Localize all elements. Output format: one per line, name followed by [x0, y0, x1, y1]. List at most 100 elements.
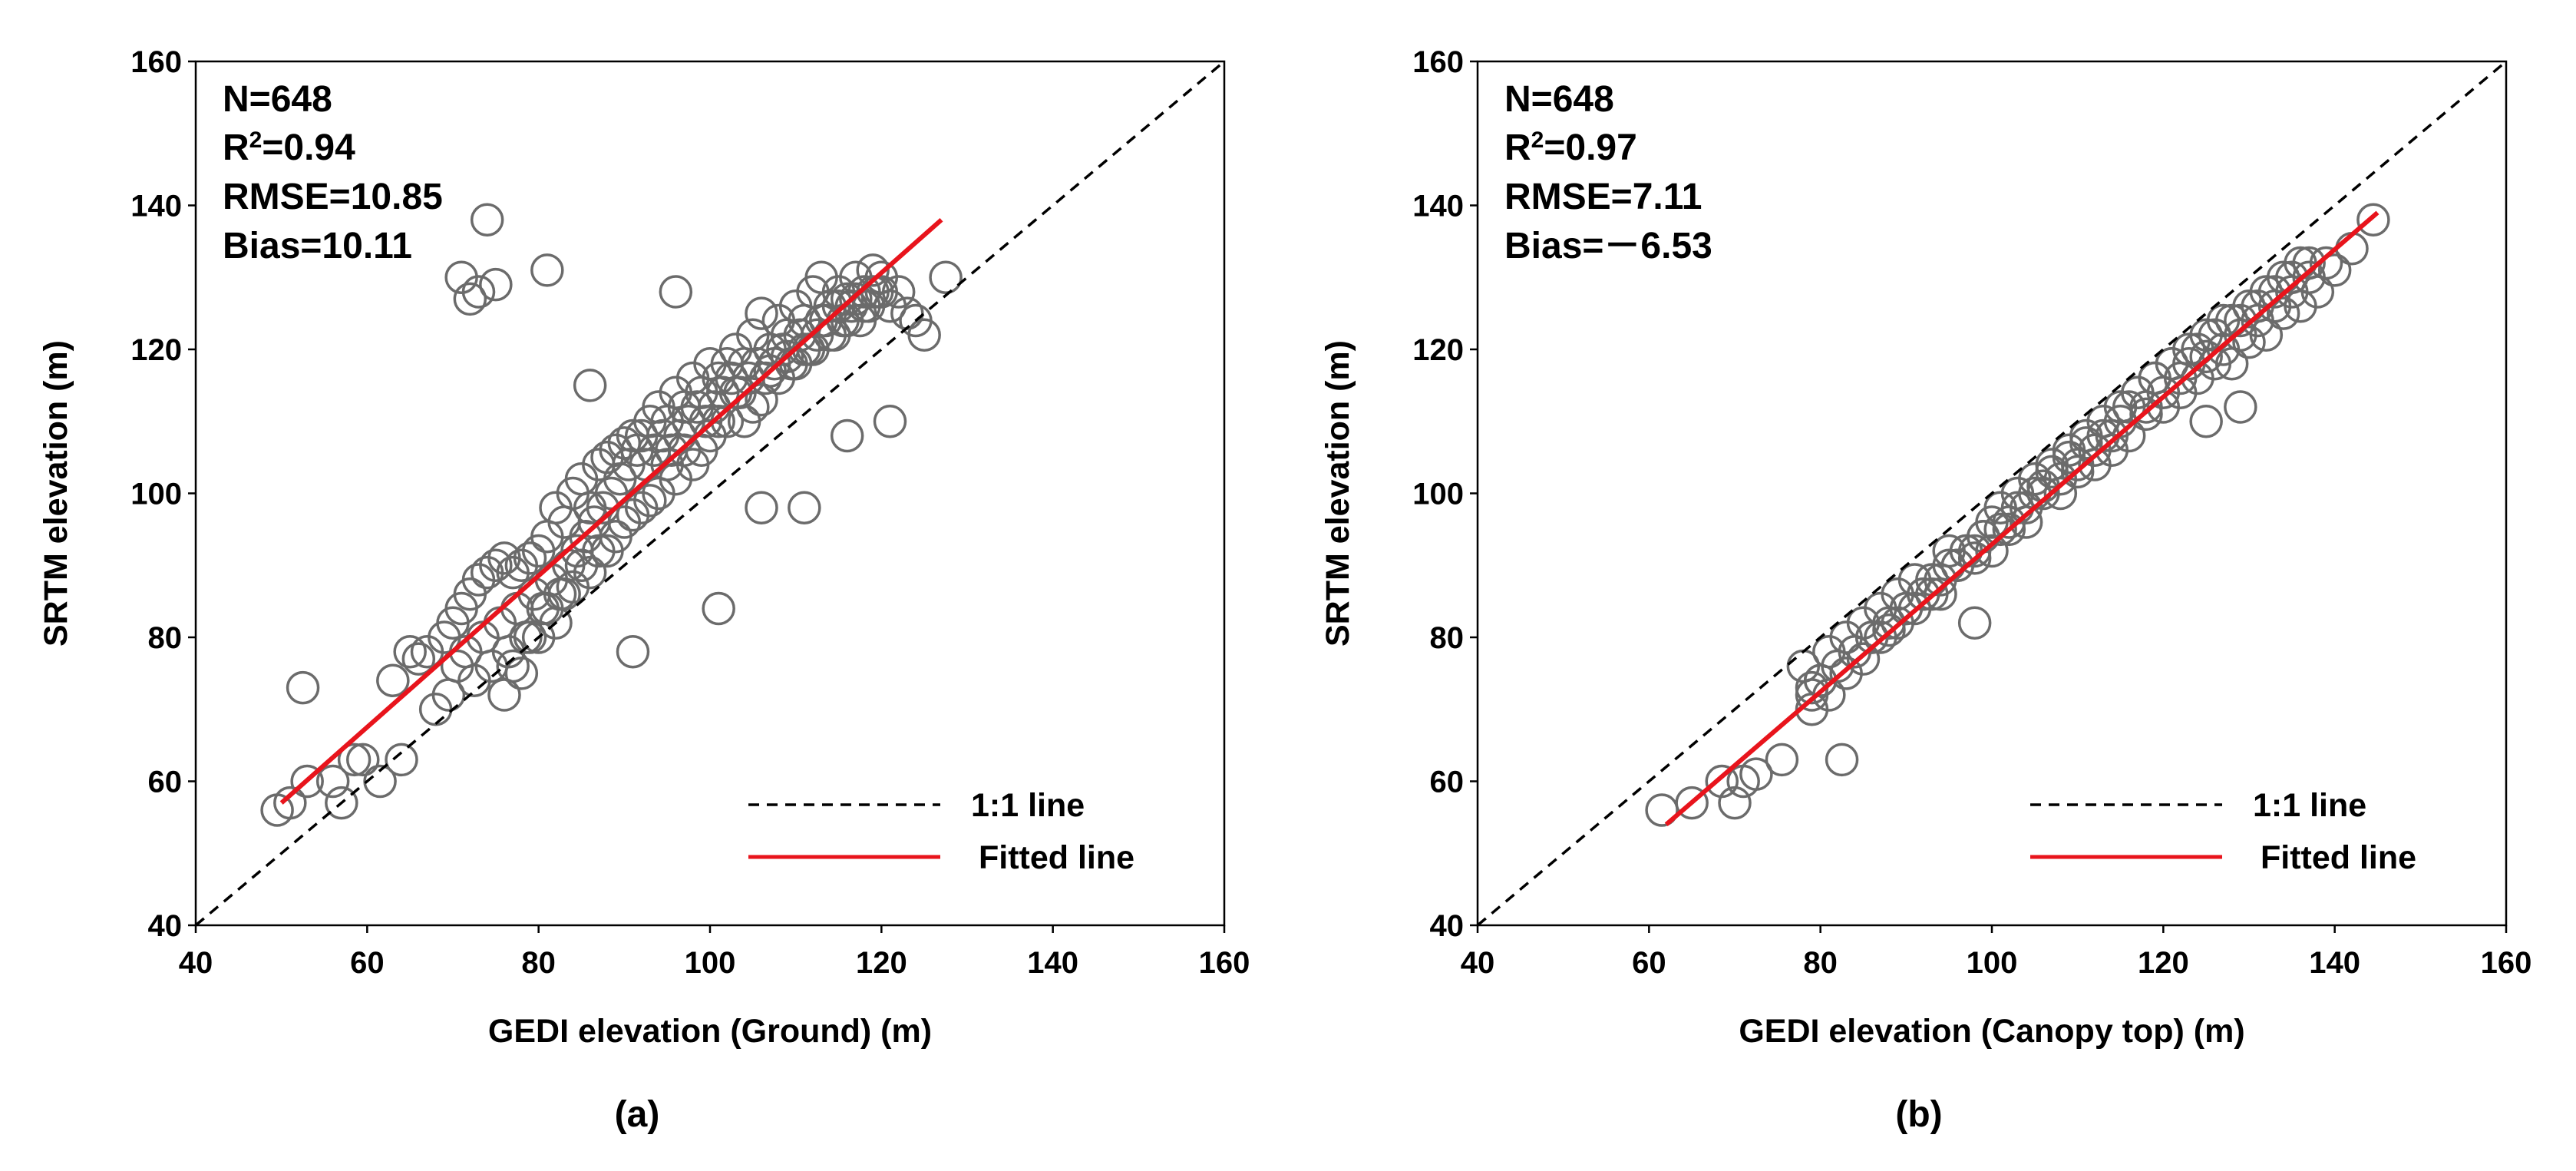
fitted-line — [279, 218, 943, 805]
scatter-point — [2309, 246, 2343, 280]
scatter-point — [907, 318, 941, 352]
y-tick-label: 40 — [1430, 909, 1465, 943]
x-tick-label: 60 — [350, 946, 385, 980]
scatter-point — [315, 764, 350, 799]
scatter-point — [290, 764, 324, 799]
x-tick-label: 100 — [1967, 946, 2018, 980]
scatter-point — [856, 253, 890, 287]
x-tick-label: 60 — [1632, 946, 1666, 980]
x-tick-label: 120 — [2138, 946, 2189, 980]
stat-r2: R2=0.94 — [223, 127, 355, 168]
scatter-point — [513, 541, 547, 575]
x-tick-label: 120 — [856, 946, 907, 980]
y-tick-label: 100 — [1412, 478, 1464, 511]
x-tick-label: 160 — [2481, 946, 2532, 980]
scatter-point — [745, 296, 778, 330]
stat-rmse: RMSE=10.85 — [223, 177, 443, 217]
scatter-point — [504, 657, 539, 690]
fitted-line — [1664, 210, 2379, 827]
scatter-points — [260, 203, 963, 827]
scatter-point — [599, 520, 632, 554]
scatter-point — [821, 289, 856, 323]
y-tick-label: 80 — [1430, 621, 1465, 655]
y-tick-label: 60 — [148, 766, 183, 799]
scatter-point — [881, 275, 916, 309]
scatter-point — [929, 260, 963, 294]
y-tick-label: 160 — [130, 45, 182, 79]
stat-r2-value: =0.97 — [1544, 127, 1636, 168]
y-axis-label: SRTM elevation (m) — [1319, 340, 1356, 647]
x-tick-label: 40 — [1461, 946, 1495, 980]
scatter-point — [2292, 246, 2326, 280]
scatter-point — [496, 649, 530, 683]
y-tick-label: 120 — [130, 333, 182, 367]
scatter-point — [616, 635, 650, 669]
scatter-point — [1739, 757, 1773, 791]
scatter-point — [864, 275, 899, 309]
scatter-point — [1825, 743, 1859, 777]
scatter-point — [273, 786, 307, 820]
scatter-point — [788, 332, 821, 366]
scatter-point — [1765, 743, 1799, 777]
one-to-one-line — [194, 60, 1226, 927]
scatter-point — [286, 670, 320, 705]
scatter-point — [573, 369, 607, 402]
scatter-point — [2026, 476, 2060, 511]
y-tick-label: 140 — [1412, 190, 1464, 223]
x-tick-label: 140 — [2309, 946, 2360, 980]
scatter-point — [2189, 405, 2223, 438]
scatter-point — [547, 577, 581, 611]
stat-bias: Bias=10.11 — [223, 226, 412, 266]
x-tick-label: 140 — [1027, 946, 1078, 980]
x-axis-label: GEDI elevation (Ground) (m) — [488, 1013, 932, 1050]
legend-one-to-one-label: 1:1 line — [2253, 787, 2366, 824]
scatter-point — [633, 484, 667, 518]
stat-r2: R2=0.97 — [1504, 127, 1637, 168]
scatter-point — [830, 418, 864, 453]
x-axis-label: GEDI elevation (Canopy top) (m) — [1739, 1013, 2244, 1050]
x-tick-label: 100 — [685, 946, 736, 980]
scatter-point — [2317, 253, 2352, 287]
stat-r2-superscript: 2 — [1531, 127, 1544, 153]
scatter-point — [401, 642, 436, 676]
stat-r2-value: =0.94 — [262, 127, 355, 168]
scatter-point — [2356, 203, 2390, 237]
legend-fitted-label: Fitted line — [2261, 839, 2416, 876]
scatter-point — [736, 390, 770, 424]
one-to-one-line — [1476, 60, 2508, 927]
scatter-point — [702, 591, 735, 626]
scatter-points — [1645, 203, 2390, 827]
scatter-point — [393, 635, 427, 669]
scatter-point — [376, 663, 410, 697]
scatter-point — [745, 491, 778, 524]
y-tick-label: 160 — [1412, 45, 1464, 79]
legend-one-to-one-label: 1:1 line — [971, 787, 1085, 824]
x-tick-label: 40 — [179, 946, 213, 980]
stat-n: N=648 — [223, 79, 332, 120]
stat-n: N=648 — [1504, 79, 1614, 120]
scatter-point — [2224, 390, 2257, 424]
panel-a: 40 60 80 100 120 140 160 40 60 80 100 120 140 160 GEDI… — [38, 45, 1250, 1135]
scatter-point — [2009, 505, 2043, 539]
stat-r2-superscript: 2 — [249, 127, 263, 153]
scatter-point — [513, 620, 547, 654]
scatter-point — [1992, 512, 2026, 547]
scatter-point — [479, 267, 513, 302]
scatter-point — [702, 405, 735, 438]
scatter-point — [385, 743, 418, 777]
scatter-point — [573, 555, 607, 590]
scatter-point — [2043, 476, 2078, 511]
scatter-point — [1924, 563, 1957, 597]
scatter-point — [2060, 455, 2095, 489]
scatter-point — [1872, 613, 1906, 647]
scatter-point — [2206, 303, 2241, 338]
scatter-point — [1675, 786, 1709, 820]
panel-label: (a) — [615, 1094, 660, 1135]
y-tick-label: 140 — [130, 190, 182, 223]
scatter-point — [1957, 541, 1992, 575]
x-tick-label: 80 — [521, 946, 556, 980]
scatter-point — [873, 405, 907, 438]
scatter-point — [479, 548, 513, 582]
y-tick-label: 40 — [148, 909, 183, 943]
